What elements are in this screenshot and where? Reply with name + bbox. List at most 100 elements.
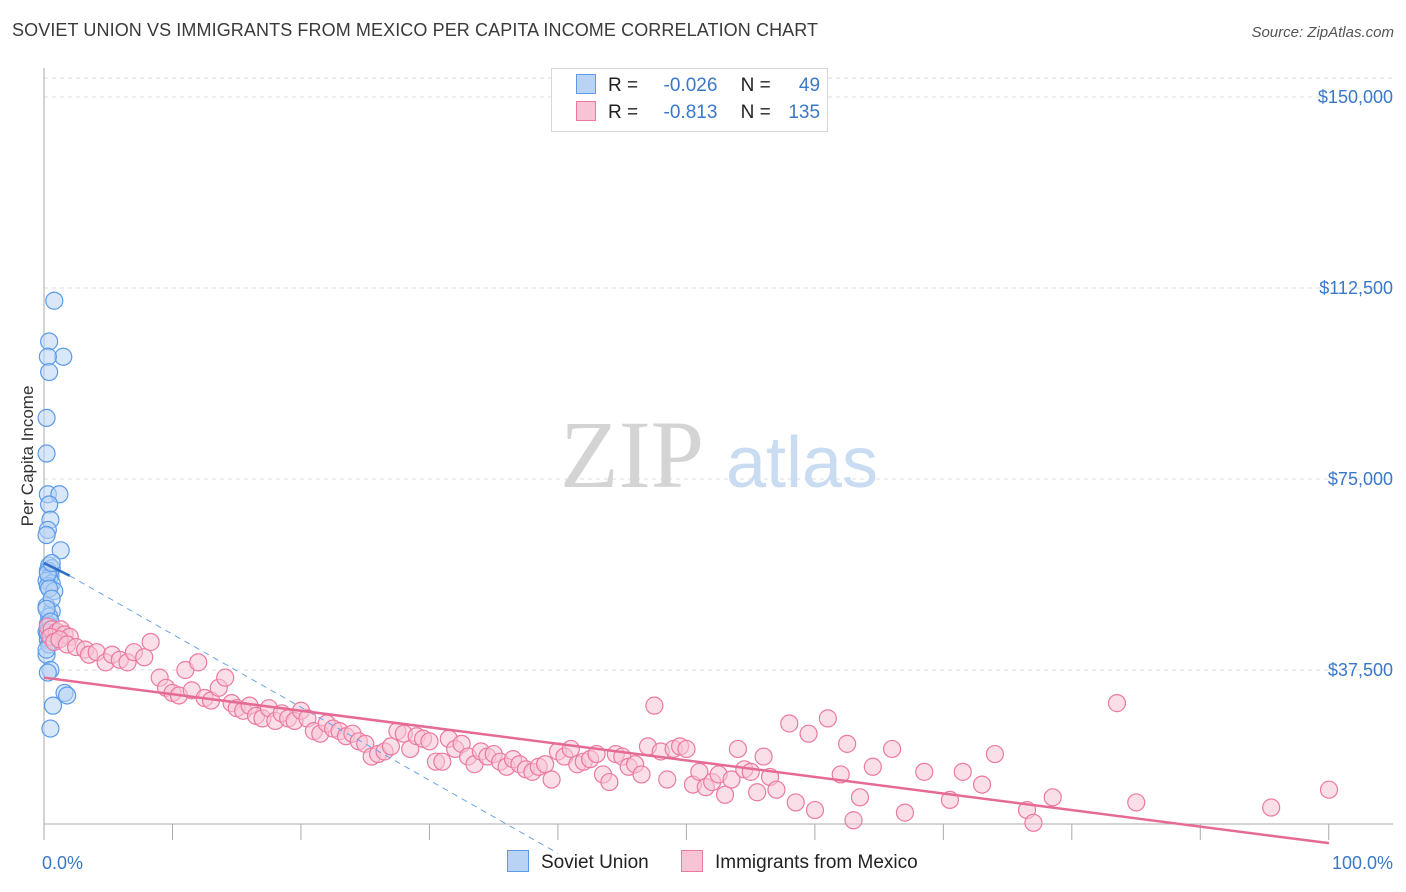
grid-lines (44, 77, 1393, 671)
mexico-point (850, 788, 870, 807)
mexico-point (754, 747, 773, 766)
mexico-point (799, 724, 818, 743)
mexico-point (1127, 793, 1146, 812)
soviet-point (37, 525, 56, 545)
mexico-point (786, 793, 805, 812)
soviet-point (51, 541, 70, 560)
mexico-point (141, 632, 160, 652)
mexico-point (838, 734, 857, 753)
mexico-point (953, 762, 972, 781)
legend-r-label: R = (608, 102, 639, 123)
mexico-point (600, 772, 619, 792)
x-tick-labels: 0.0% 100.0% (42, 853, 1393, 873)
y-axis-label: Per Capita Income (18, 386, 37, 527)
legend-r-label: R = (608, 75, 639, 96)
legend-label-mexico: Immigrants from Mexico (715, 852, 918, 874)
mexico-point (805, 800, 825, 820)
y-tick-label: $150,000 (1318, 87, 1393, 107)
mexico-point (767, 780, 786, 799)
mexico-trendline (43, 676, 1330, 845)
mexico-point (915, 762, 934, 781)
mexico-point (863, 757, 882, 776)
legend-n-label: N = (740, 102, 771, 123)
soviet-point (37, 408, 56, 427)
mexico-point (780, 714, 799, 733)
mexico-point (895, 803, 915, 822)
source-label: Source: ZipAtlas.com (1251, 24, 1394, 41)
mexico-point (420, 732, 439, 751)
chart-title: SOVIET UNION VS IMMIGRANTS FROM MEXICO P… (12, 20, 819, 40)
legend-swatch-mexico (576, 100, 596, 121)
mexico-point (189, 653, 208, 672)
legend-r-value: -0.026 (663, 75, 718, 96)
mexico-point (748, 783, 767, 802)
soviet-point (42, 553, 61, 573)
legend-n-value: 135 (788, 102, 821, 123)
mexico-point (658, 770, 677, 789)
legend-swatch-soviet (576, 73, 596, 94)
soviet-point (38, 663, 57, 682)
soviet-point (41, 719, 60, 738)
y-tick-label: $37,500 (1328, 660, 1393, 680)
mexico-point (882, 739, 902, 759)
mexico-point (844, 811, 863, 830)
soviet-point (40, 362, 59, 382)
mexico-point (1319, 780, 1339, 799)
legend-n-label: N = (740, 75, 771, 96)
watermark-zip: ZIP (560, 401, 704, 508)
legend-item-soviet[interactable]: Soviet Union (507, 850, 649, 874)
mexico-point (818, 709, 837, 728)
watermark: ZIP atlas (560, 401, 878, 508)
trendlines (43, 561, 1330, 854)
soviet-point (38, 347, 57, 366)
correlation-legend: R = -0.026 N = 49 R = -0.813 N = 135 (551, 68, 828, 132)
legend-row-soviet: R = -0.026 N = 49 (576, 73, 821, 99)
mexico-point (542, 770, 561, 789)
mexico-point (715, 785, 735, 804)
series-legend: Soviet Union Immigrants from Mexico (0, 850, 1406, 878)
legend-label-soviet: Soviet Union (541, 852, 649, 874)
soviet-trendline (69, 575, 559, 854)
soviet-point (40, 332, 59, 351)
mexico-point (433, 752, 452, 771)
soviet-point (58, 686, 77, 705)
mexico-point (690, 762, 709, 781)
soviet-point (43, 696, 63, 715)
soviet-trendline (43, 561, 71, 577)
mexico-point (677, 739, 696, 759)
mexico-point (1043, 788, 1062, 807)
mexico-point (645, 696, 664, 715)
x-tick-label-min: 0.0% (42, 853, 83, 873)
axes (43, 68, 1393, 840)
mexico-point (536, 755, 555, 774)
legend-n-value: 49 (798, 75, 821, 96)
legend-swatch-soviet (507, 850, 529, 872)
mexico-point (1262, 798, 1281, 817)
watermark-atlas: atlas (726, 423, 878, 503)
mexico-point (972, 775, 992, 794)
mexico-point (1024, 813, 1043, 832)
legend-item-mexico[interactable]: Immigrants from Mexico (681, 850, 918, 874)
mexico-point (985, 744, 1005, 764)
y-tick-label: $75,000 (1328, 469, 1393, 489)
mexico-point (632, 765, 651, 784)
mexico-point (741, 762, 760, 781)
legend-row-mexico: R = -0.813 N = 135 (576, 100, 821, 126)
mexico-point (722, 770, 741, 789)
mexico-point (135, 648, 154, 667)
mexico-point (728, 739, 748, 759)
mexico-point (561, 739, 580, 759)
soviet-point (54, 347, 73, 366)
mexico-point (381, 737, 401, 756)
soviet-point (45, 291, 64, 310)
legend-r-value: -0.813 (663, 102, 718, 123)
mexico-point (216, 668, 235, 687)
soviet-point (40, 495, 59, 514)
soviet-point (37, 444, 56, 463)
mexico-points (38, 617, 1339, 832)
legend-swatch-mexico (681, 850, 703, 872)
y-tick-labels: $150,000 $112,500 $75,000 $37,500 (1318, 87, 1393, 680)
mexico-point (1107, 694, 1127, 713)
x-tick-label-max: 100.0% (1332, 853, 1393, 873)
